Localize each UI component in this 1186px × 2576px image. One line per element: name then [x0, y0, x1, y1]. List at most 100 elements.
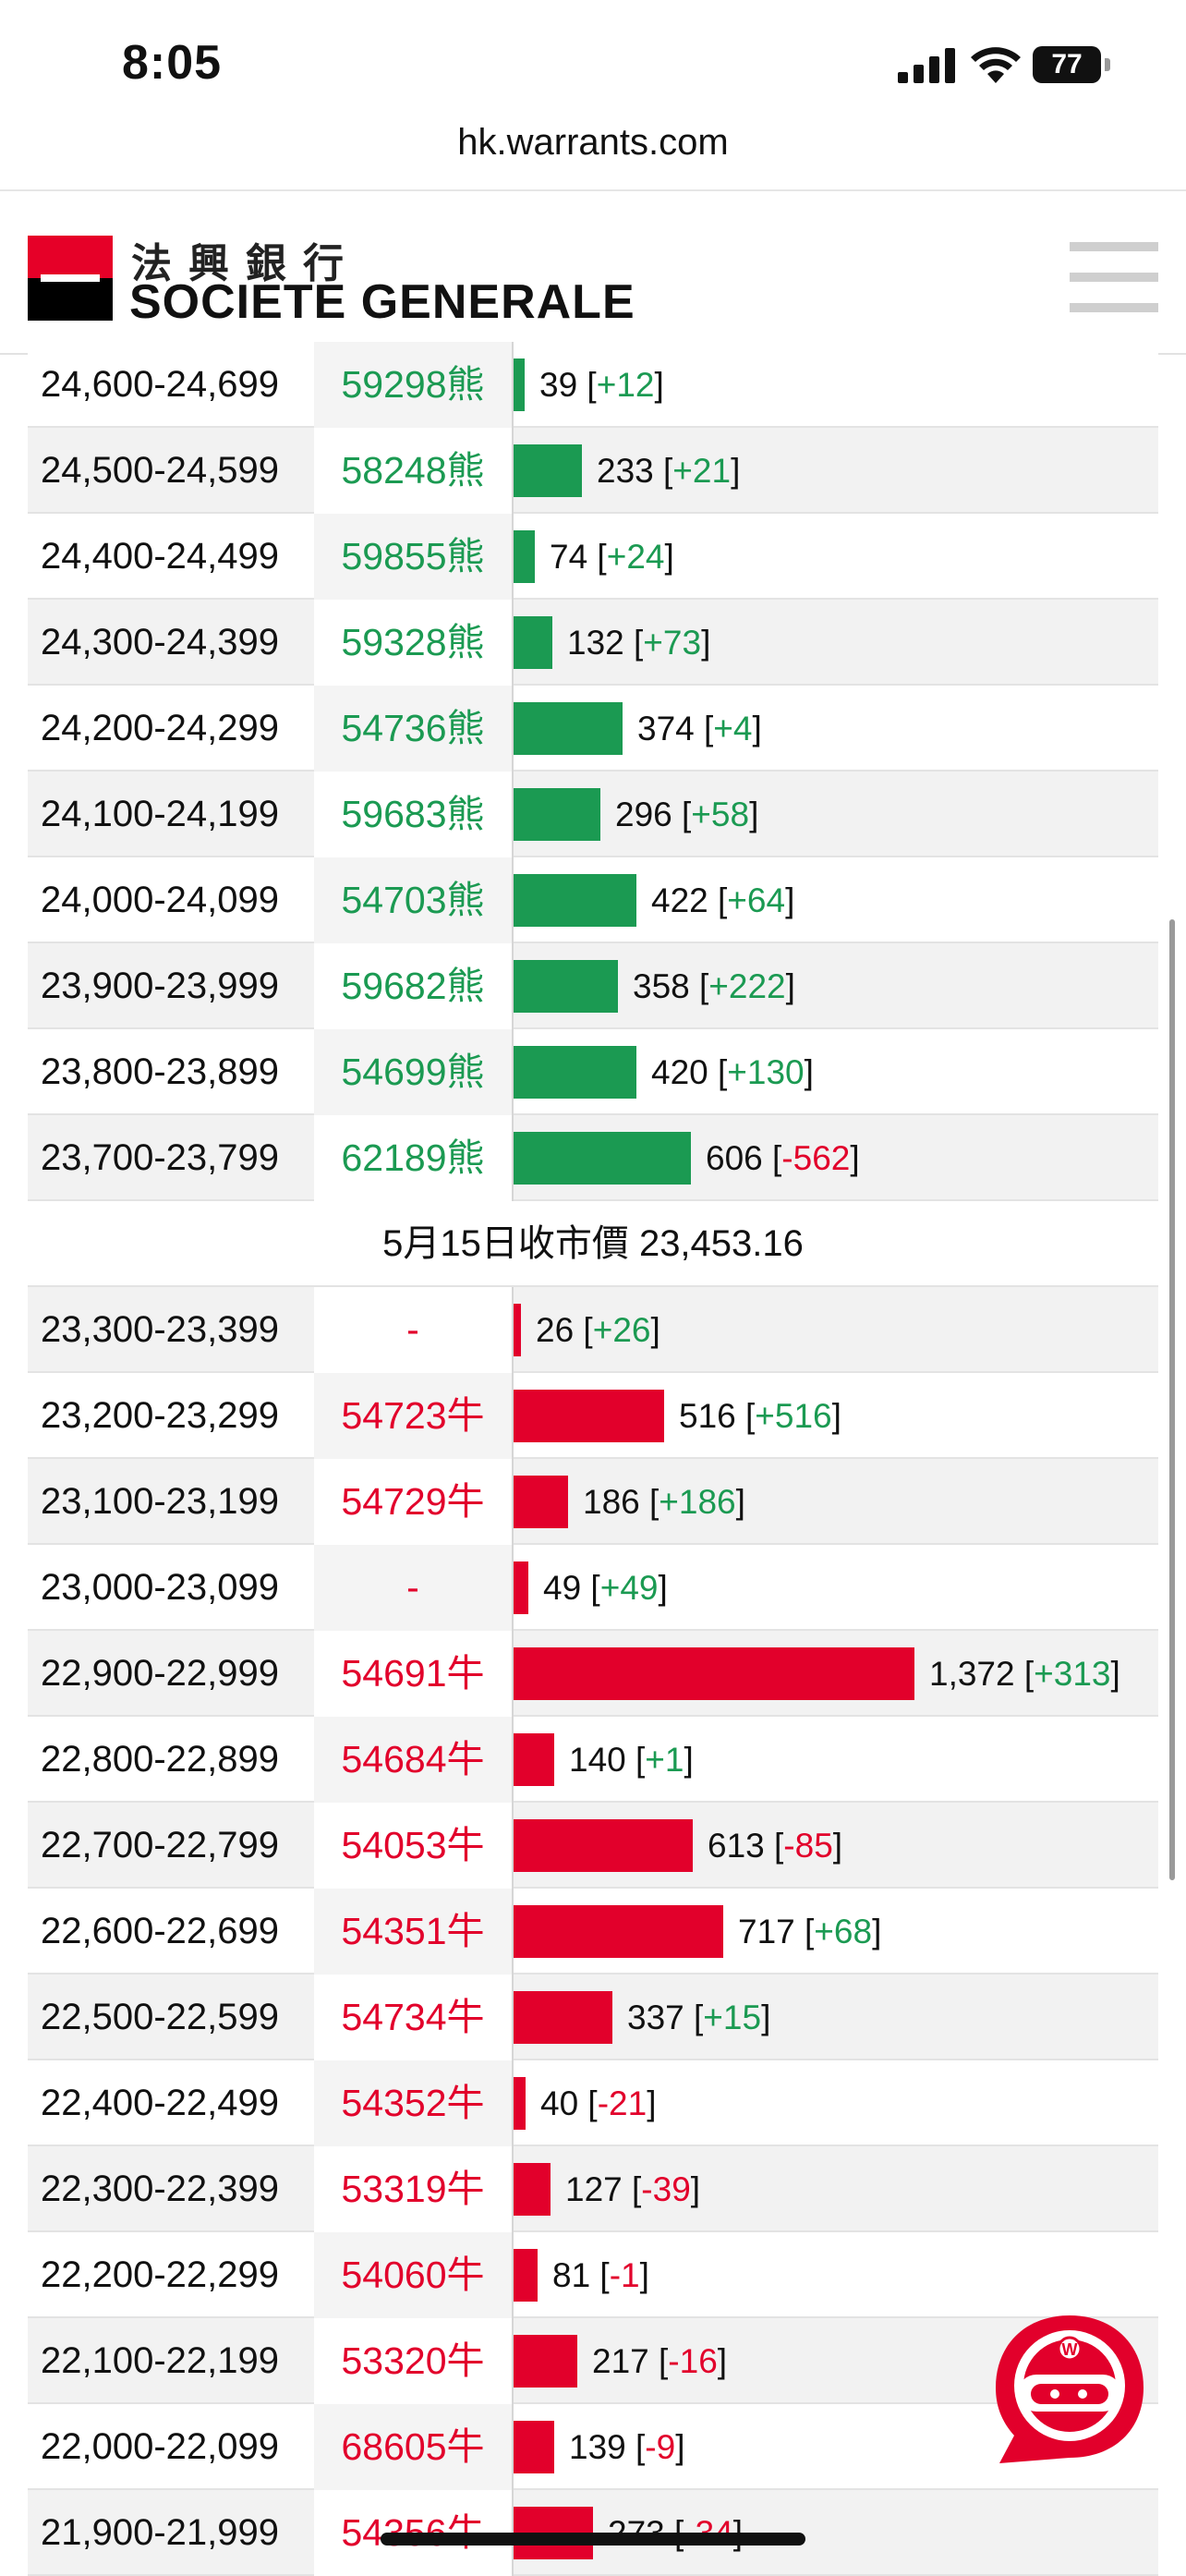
divider: [0, 189, 1186, 191]
column-divider: [512, 600, 514, 686]
status-time: 8:05: [122, 36, 223, 90]
warrant-code-link[interactable]: 54351牛: [314, 1889, 512, 1975]
column-divider: [512, 1975, 514, 2060]
bull-row: 22,300-22,399 53319牛 127 [-39]: [28, 2146, 1158, 2232]
warrant-code-link[interactable]: 54729牛: [314, 1459, 512, 1545]
price-range: 23,100-23,199: [41, 1481, 280, 1522]
volume-change: -16: [668, 2342, 718, 2380]
column-divider: [512, 1803, 514, 1889]
warrant-code-link[interactable]: 54691牛: [314, 1631, 512, 1717]
volume-value: 420: [651, 1053, 708, 1091]
warrant-code-link[interactable]: 54060牛: [314, 2232, 512, 2318]
price-range: 23,300-23,399: [41, 1309, 280, 1350]
warrant-code-link[interactable]: 54684牛: [314, 1717, 512, 1803]
bear-row: 24,200-24,299 54736熊 374 [+4]: [28, 686, 1158, 772]
column-divider: [512, 1889, 514, 1975]
bear-row: 23,700-23,799 62189熊 606 [-562]: [28, 1115, 1158, 1201]
volume-change: +313: [1034, 1655, 1111, 1693]
column-divider: [512, 1459, 514, 1545]
volume-value: 186: [583, 1483, 640, 1521]
price-range: 22,300-22,399: [41, 2169, 280, 2209]
bull-row: 22,400-22,499 54352牛 40 [-21]: [28, 2060, 1158, 2146]
bull-row: 23,100-23,199 54729牛 186 [+186]: [28, 1459, 1158, 1545]
bull-volume-bar: [514, 2249, 538, 2302]
volume-value: 40: [540, 2084, 579, 2122]
warrant-code-link[interactable]: 59298熊: [314, 342, 512, 428]
volume-value: 422: [651, 881, 708, 919]
warrant-code-link: -: [314, 1545, 512, 1631]
warrant-code-link[interactable]: 58248熊: [314, 428, 512, 514]
societe-generale-logo-icon[interactable]: [28, 236, 113, 321]
bull-row: 22,000-22,099 68605牛 139 [-9]: [28, 2404, 1158, 2490]
warrant-code-link[interactable]: 54734牛: [314, 1975, 512, 2060]
volume-label: 233 [+21]: [597, 452, 741, 490]
warrant-code-link[interactable]: 59683熊: [314, 772, 512, 857]
price-range: 22,000-22,099: [41, 2426, 280, 2467]
volume-value: 217: [592, 2342, 649, 2380]
volume-label: 26 [+26]: [536, 1311, 660, 1349]
svg-text:W: W: [1062, 2340, 1078, 2359]
price-range: 22,500-22,599: [41, 1997, 280, 2037]
warrant-code-link: -: [314, 1287, 512, 1373]
warrant-code-link[interactable]: 68605牛: [314, 2404, 512, 2490]
battery-level: 77: [1033, 46, 1101, 83]
volume-value: 132: [567, 624, 624, 662]
warrant-code-link[interactable]: 54352牛: [314, 2060, 512, 2146]
price-range: 22,900-22,999: [41, 1653, 280, 1694]
bull-row: 23,000-23,099-49 [+49]: [28, 1545, 1158, 1631]
battery-icon: 77: [1033, 46, 1110, 83]
scrollbar[interactable]: [1169, 919, 1175, 1880]
volume-change: +15: [703, 1999, 762, 2036]
bull-volume-bar: [514, 2421, 554, 2473]
bull-volume-bar: [514, 1819, 693, 1872]
warrant-code-link[interactable]: 53320牛: [314, 2318, 512, 2404]
bull-volume-bar: [514, 1390, 664, 1442]
volume-value: 74: [550, 538, 588, 576]
price-range: 22,200-22,299: [41, 2254, 280, 2295]
hamburger-icon[interactable]: [1070, 242, 1158, 312]
column-divider: [512, 428, 514, 514]
warrant-code-link[interactable]: 54736熊: [314, 686, 512, 772]
warrant-code-link[interactable]: 62189熊: [314, 1115, 512, 1201]
volume-change: +222: [708, 967, 786, 1005]
volume-label: 186 [+186]: [583, 1483, 745, 1521]
chat-bubble-icon[interactable]: W: [990, 2310, 1149, 2469]
price-range: 24,600-24,699: [41, 364, 280, 405]
bear-row: 24,600-24,699 59298熊 39 [+12]: [28, 342, 1158, 428]
price-range: 23,200-23,299: [41, 1395, 280, 1436]
bull-volume-bar: [514, 2335, 577, 2388]
warrant-code-link[interactable]: 54703熊: [314, 857, 512, 943]
volume-value: 717: [738, 1913, 795, 1950]
volume-change: +4: [713, 710, 753, 747]
volume-change: +68: [814, 1913, 873, 1950]
volume-label: 374 [+4]: [637, 710, 762, 747]
column-divider: [512, 857, 514, 943]
warrant-code-link[interactable]: 54723牛: [314, 1373, 512, 1459]
url-bar[interactable]: hk.warrants.com: [457, 122, 729, 163]
price-range: 21,900-21,999: [41, 2512, 280, 2553]
bear-row: 24,000-24,099 54703熊 422 [+64]: [28, 857, 1158, 943]
warrant-code-link[interactable]: 54699熊: [314, 1029, 512, 1115]
bear-volume-bar: [514, 702, 623, 755]
price-range: 22,700-22,799: [41, 1825, 280, 1865]
status-bar: 8:05 77 hk.warrants.com: [0, 0, 1186, 163]
bear-row: 23,900-23,999 59682熊 358 [+222]: [28, 943, 1158, 1029]
volume-label: 606 [-562]: [706, 1139, 860, 1177]
warrant-code-link[interactable]: 59328熊: [314, 600, 512, 686]
warrant-code-link[interactable]: 59855熊: [314, 514, 512, 600]
volume-label: 217 [-16]: [592, 2342, 728, 2380]
warrant-code-link[interactable]: 53319牛: [314, 2146, 512, 2232]
volume-change: +130: [727, 1053, 805, 1091]
warrant-code-link[interactable]: 59682熊: [314, 943, 512, 1029]
heavy-street-table: 24,600-24,699 59298熊 39 [+12] 24,500-24,599…: [28, 342, 1158, 2576]
column-divider: [512, 686, 514, 772]
bull-volume-bar: [514, 2163, 551, 2216]
price-range: 24,300-24,399: [41, 622, 280, 662]
close-price-row: 5月15日收市價 23,453.16: [28, 1201, 1158, 1287]
volume-value: 26: [536, 1311, 575, 1349]
bull-volume-bar: [514, 1561, 528, 1614]
price-range: 24,200-24,299: [41, 708, 280, 748]
price-range: 23,800-23,899: [41, 1051, 280, 1092]
warrant-code-link[interactable]: 54053牛: [314, 1803, 512, 1889]
price-range: 23,000-23,099: [41, 1567, 280, 1608]
